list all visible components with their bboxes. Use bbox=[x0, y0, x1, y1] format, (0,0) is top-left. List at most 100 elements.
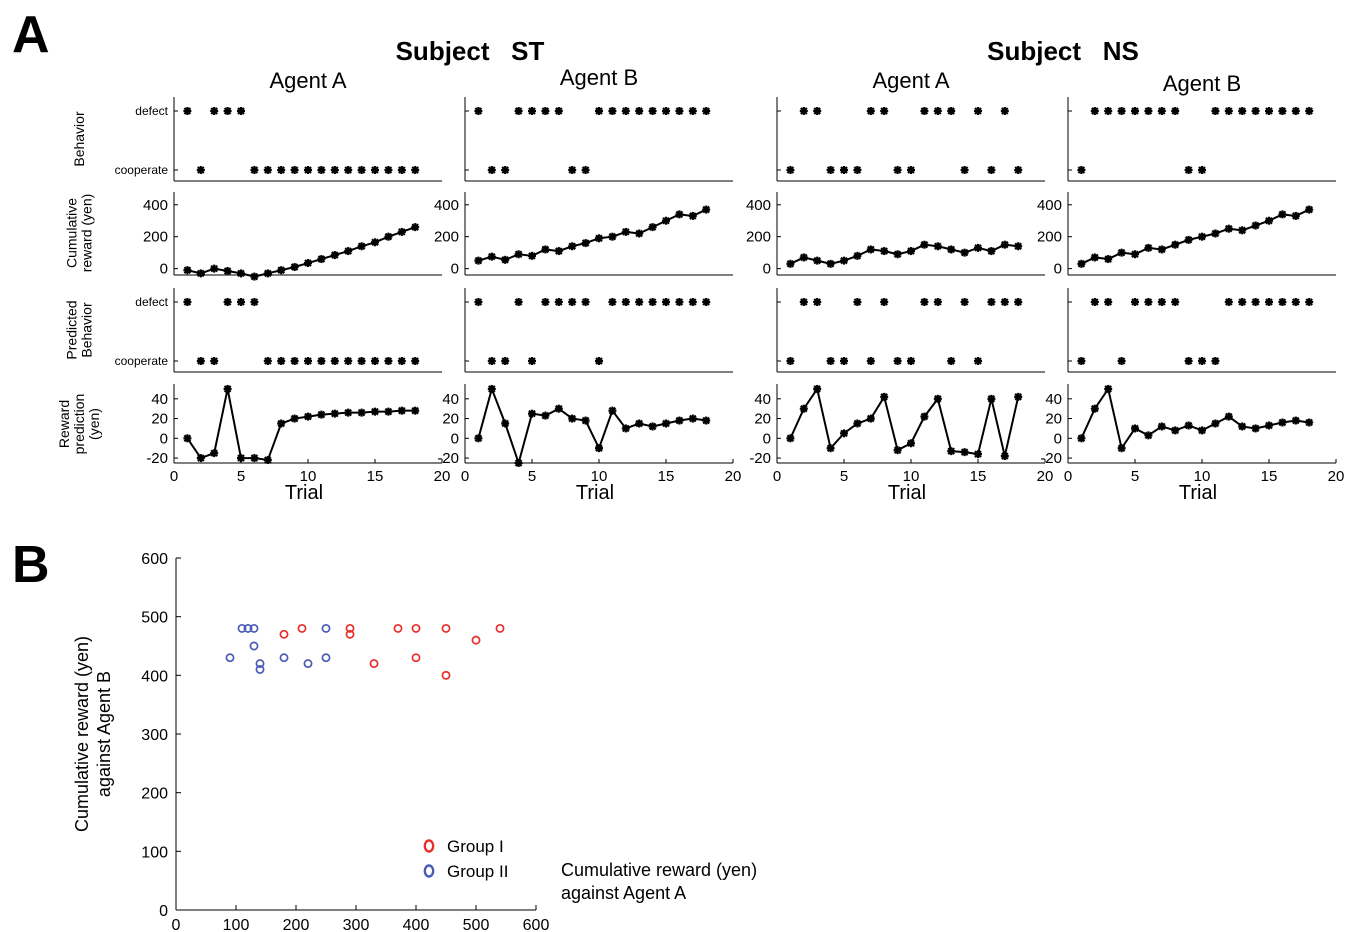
data-point bbox=[987, 298, 996, 306]
data-point bbox=[1104, 107, 1113, 115]
data-point bbox=[487, 357, 496, 365]
y-tick-label: 0 bbox=[451, 261, 459, 278]
data-point bbox=[960, 166, 969, 174]
axes-cumulative-reward: 0 200 400 bbox=[1037, 192, 1336, 278]
data-point bbox=[554, 404, 563, 413]
axes-behavior bbox=[1067, 97, 1336, 182]
row-label-reward-pred: (yen) bbox=[86, 408, 102, 440]
data-point bbox=[933, 298, 942, 306]
x-tick-label: 5 bbox=[528, 468, 536, 485]
data-point bbox=[1000, 240, 1009, 249]
data-point bbox=[250, 166, 259, 174]
data-point bbox=[304, 166, 312, 174]
x-tick-label: 5 bbox=[1131, 468, 1139, 485]
data-point bbox=[397, 166, 406, 174]
data-point bbox=[608, 232, 617, 241]
data-point bbox=[384, 232, 393, 241]
data-point bbox=[1184, 357, 1193, 365]
data-point bbox=[1291, 107, 1300, 115]
data-point bbox=[987, 394, 996, 403]
y-tick-label: 20 bbox=[754, 411, 771, 428]
data-point bbox=[411, 406, 420, 415]
row-label-predicted: Predicted bbox=[64, 300, 80, 359]
data-point bbox=[250, 298, 259, 306]
data-point bbox=[1171, 107, 1180, 115]
y-tick-label: 300 bbox=[141, 727, 168, 744]
data-point bbox=[799, 404, 808, 413]
data-point bbox=[1144, 298, 1153, 306]
data-point bbox=[1000, 298, 1009, 306]
scatter-point-group2 bbox=[225, 653, 235, 663]
data-point bbox=[223, 298, 232, 306]
data-point bbox=[1171, 426, 1180, 435]
data-point bbox=[648, 107, 657, 115]
data-point bbox=[688, 211, 697, 220]
data-point bbox=[1090, 253, 1099, 262]
data-point bbox=[487, 384, 496, 393]
scatter-point-group2 bbox=[249, 623, 259, 633]
y-tick-label: 400 bbox=[1037, 197, 1062, 214]
data-point bbox=[1077, 166, 1086, 174]
data-point bbox=[541, 245, 550, 254]
data-point bbox=[1224, 412, 1233, 421]
data-point bbox=[1251, 107, 1260, 115]
data-point bbox=[786, 434, 795, 443]
data-point bbox=[648, 422, 657, 431]
scatter-point-group2 bbox=[303, 659, 313, 669]
scatter-point-group2 bbox=[249, 641, 259, 651]
data-point bbox=[1157, 298, 1166, 306]
data-point bbox=[987, 247, 996, 256]
data-point bbox=[907, 357, 915, 365]
data-point bbox=[1117, 444, 1126, 453]
data-point bbox=[541, 298, 550, 306]
panel-a: Agent Adefectcooperate0200400defectcoope… bbox=[56, 65, 1344, 504]
subplot-title: Agent A bbox=[269, 68, 346, 93]
legend-marker-group2 bbox=[423, 864, 435, 878]
x-tick-label: 5 bbox=[237, 468, 245, 485]
x-axis-label: Trial bbox=[1179, 482, 1217, 504]
data-point bbox=[304, 259, 312, 268]
data-point bbox=[1000, 452, 1009, 461]
x-tick-label: 0 bbox=[1064, 468, 1072, 485]
data-point bbox=[277, 166, 286, 174]
data-point bbox=[384, 407, 393, 416]
data-point bbox=[1291, 416, 1300, 425]
data-point bbox=[474, 256, 483, 265]
data-point bbox=[581, 298, 590, 306]
data-point bbox=[662, 298, 670, 306]
data-point bbox=[799, 298, 808, 306]
x-axis-label: Trial bbox=[285, 482, 323, 504]
data-point bbox=[330, 166, 339, 174]
data-point bbox=[608, 107, 617, 115]
data-point bbox=[1157, 422, 1166, 431]
data-point bbox=[702, 107, 711, 115]
legend-label: Group I bbox=[447, 837, 504, 856]
data-point bbox=[1291, 211, 1300, 220]
y-tick-label: -20 bbox=[1040, 450, 1062, 467]
y-tick-label: 0 bbox=[1054, 430, 1062, 447]
data-point bbox=[1198, 232, 1206, 241]
data-point bbox=[1014, 298, 1023, 306]
axes-behavior: defect cooperate bbox=[115, 97, 442, 182]
data-point bbox=[554, 298, 563, 306]
data-point bbox=[1224, 224, 1233, 233]
data-point bbox=[947, 357, 956, 365]
y-tick-label: 40 bbox=[442, 391, 459, 408]
data-point bbox=[397, 406, 406, 415]
data-point bbox=[1104, 298, 1113, 306]
data-point bbox=[317, 255, 326, 264]
data-point bbox=[411, 166, 420, 174]
data-point bbox=[1157, 107, 1166, 115]
subject-st-title: Subject ST bbox=[396, 36, 545, 66]
y-tick-label: -20 bbox=[437, 450, 459, 467]
data-point bbox=[1184, 421, 1193, 430]
data-point bbox=[595, 444, 603, 453]
data-point bbox=[250, 272, 259, 281]
y-tick-label: 600 bbox=[141, 551, 168, 568]
data-point bbox=[974, 243, 982, 252]
data-point bbox=[250, 454, 259, 463]
y-tick-label: 40 bbox=[1045, 391, 1062, 408]
data-point bbox=[183, 266, 192, 275]
y-axis-label: Cumulative reward (yen) against Agent B bbox=[72, 636, 114, 832]
